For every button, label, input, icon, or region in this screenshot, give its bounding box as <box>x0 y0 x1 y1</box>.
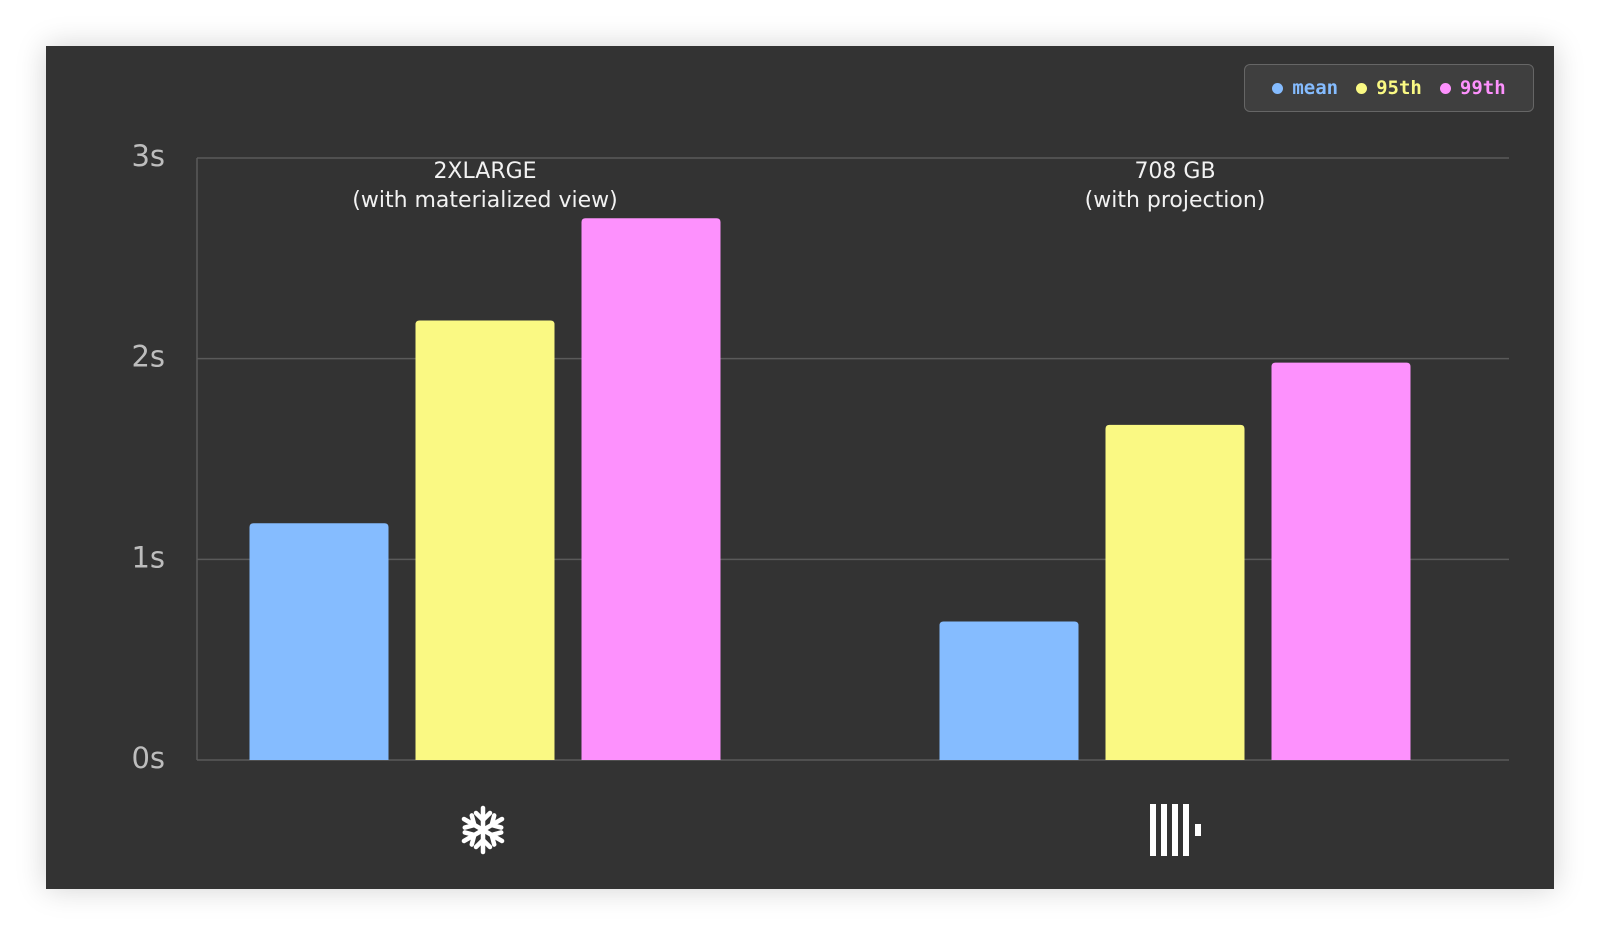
y-tick-label: 1s <box>131 540 165 574</box>
y-tick-label: 2s <box>131 340 165 374</box>
legend-label: 99th <box>1459 77 1506 99</box>
legend-item: mean <box>1272 77 1338 99</box>
category-label: 708 GB (with projection) <box>1084 159 1266 213</box>
legend-item: 99th <box>1439 77 1506 99</box>
legend-dot <box>1439 82 1451 94</box>
legend-label: mean <box>1292 77 1339 99</box>
bar <box>581 218 721 760</box>
y-tick-label: 3s <box>131 139 165 173</box>
bar <box>1271 362 1411 760</box>
legend-item: 95th <box>1356 77 1422 99</box>
legend-dot <box>1272 82 1284 94</box>
legend-label: 95th <box>1376 77 1422 99</box>
clickhouse-icon <box>1150 804 1201 856</box>
legend-dot <box>1356 82 1368 94</box>
y-tick-label: 0s <box>131 741 165 775</box>
snowflake-icon <box>460 805 505 855</box>
bar <box>939 621 1079 760</box>
bar <box>249 523 389 760</box>
legend: mean 95th 99th <box>1244 64 1534 112</box>
category-label: 2XLARGE (with materialized view) <box>352 159 618 213</box>
bar <box>1105 424 1245 760</box>
bar <box>415 320 555 760</box>
